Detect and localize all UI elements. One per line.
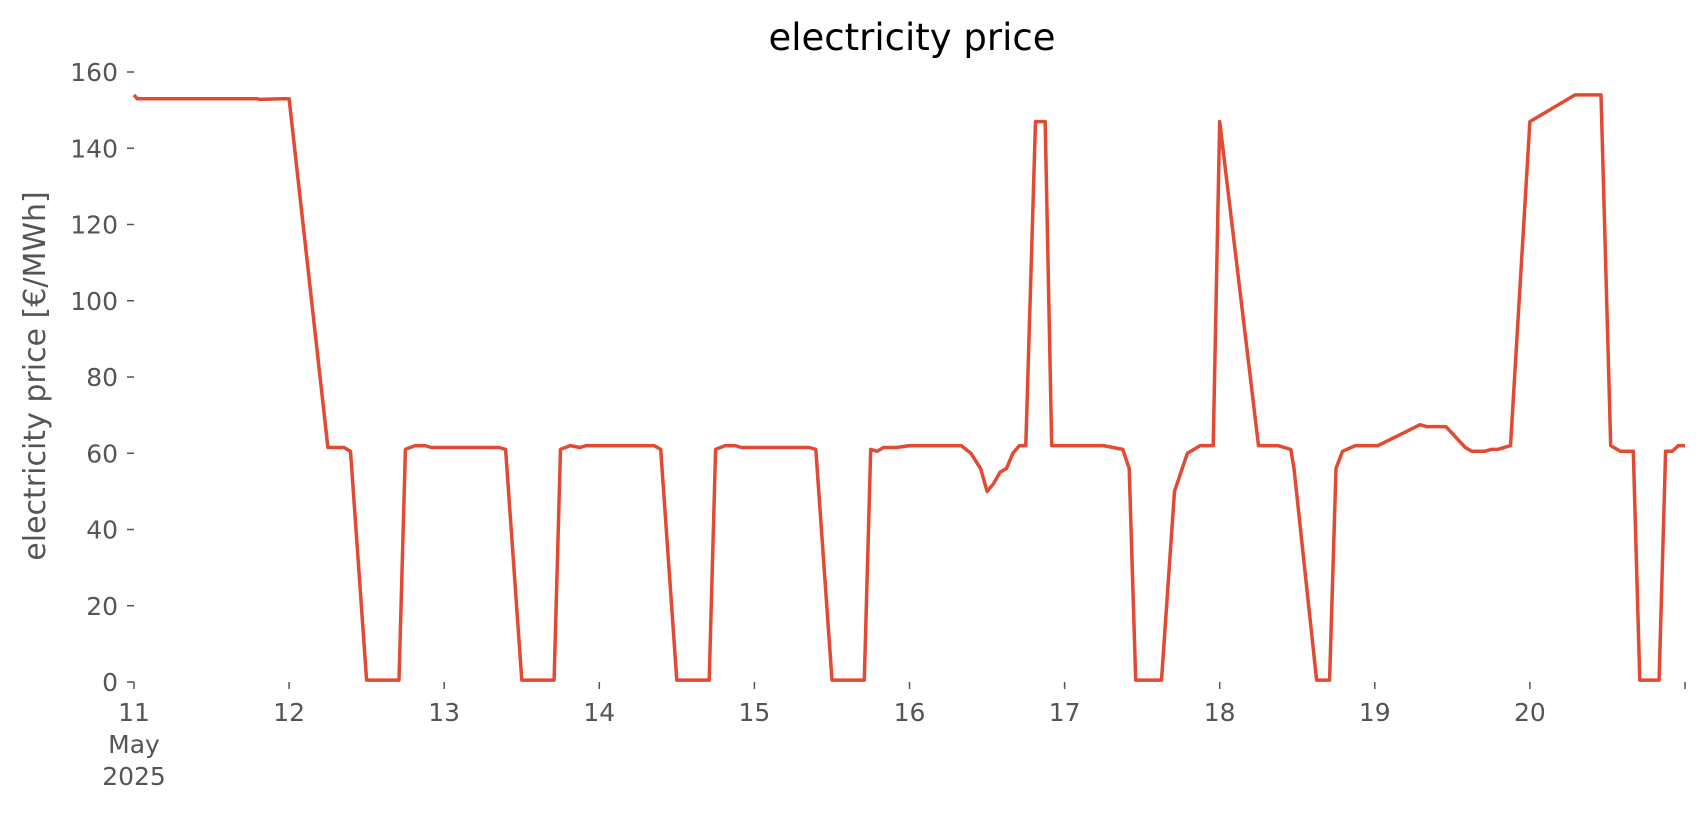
- y-tick-label: 40: [86, 516, 118, 545]
- x-tick-label: 18: [1204, 698, 1236, 727]
- y-axis: 0 20 40 60 80 100 120 140 160: [70, 58, 134, 697]
- y-tick-label: 140: [70, 134, 118, 163]
- x-tick-label: May: [108, 730, 160, 759]
- chart-title: electricity price: [768, 16, 1055, 59]
- x-tick-label: 16: [894, 698, 926, 727]
- y-tick-label: 160: [70, 58, 118, 87]
- y-tick-label: 80: [86, 363, 118, 392]
- y-axis-label: electricity price [€/MWh]: [18, 191, 53, 560]
- price-series-line: [132, 93, 1685, 682]
- x-tick-label: 13: [428, 698, 460, 727]
- x-tick-label: 2025: [102, 762, 166, 791]
- x-tick-label: 19: [1359, 698, 1391, 727]
- y-tick-label: 120: [70, 211, 118, 240]
- x-tick-label: 14: [583, 698, 615, 727]
- y-tick-label: 60: [86, 439, 118, 468]
- y-tick-label: 100: [70, 287, 118, 316]
- x-tick-label: 12: [273, 698, 305, 727]
- y-tick-label: 20: [86, 592, 118, 621]
- y-tick-label: 0: [102, 668, 118, 697]
- x-tick-label: 20: [1514, 698, 1546, 727]
- x-tick-label: 11: [118, 698, 150, 727]
- x-axis: 11 May 2025 12 13 14 15 16 17 18 19 20: [102, 682, 1686, 791]
- x-tick-label: 15: [738, 698, 770, 727]
- x-tick-label: 17: [1049, 698, 1081, 727]
